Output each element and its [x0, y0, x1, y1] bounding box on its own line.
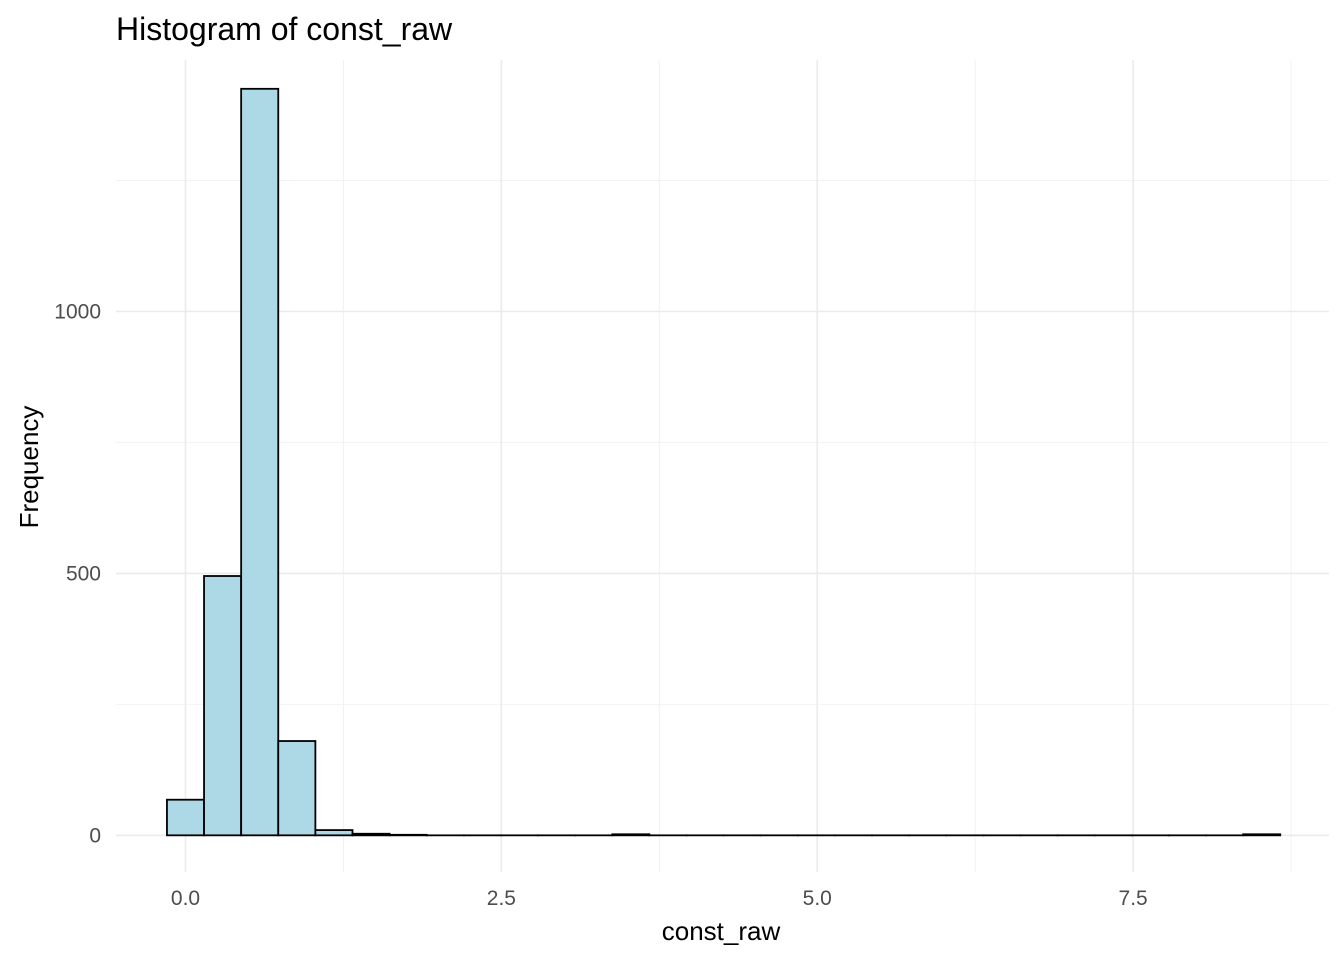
histogram-bar	[203, 575, 243, 837]
x-tick-label: 2.5	[487, 887, 516, 910]
y-tick-label: 0	[89, 824, 101, 847]
histogram-bar	[1242, 833, 1282, 837]
x-axis-label: const_raw	[662, 916, 781, 946]
histogram-bar	[240, 87, 280, 837]
y-axis-label: Frequency	[14, 406, 44, 529]
histogram-bar	[314, 829, 354, 837]
y-tick-label: 500	[66, 562, 101, 585]
y-tick-label: 1000	[54, 300, 101, 323]
histogram-bar	[611, 833, 651, 837]
histogram-bar	[166, 798, 205, 837]
tick-labels: 0.0 2.5 5.0 7.5 0 500 1000	[54, 300, 1147, 910]
histogram-bar	[277, 740, 317, 837]
bars	[166, 87, 1282, 837]
histogram-bar	[351, 832, 391, 837]
x-tick-label: 7.5	[1119, 887, 1148, 910]
histogram-bar	[388, 833, 428, 837]
x-tick-label: 5.0	[803, 887, 832, 910]
x-tick-label: 0.0	[171, 887, 200, 910]
chart-title: Histogram of const_raw	[116, 11, 453, 47]
